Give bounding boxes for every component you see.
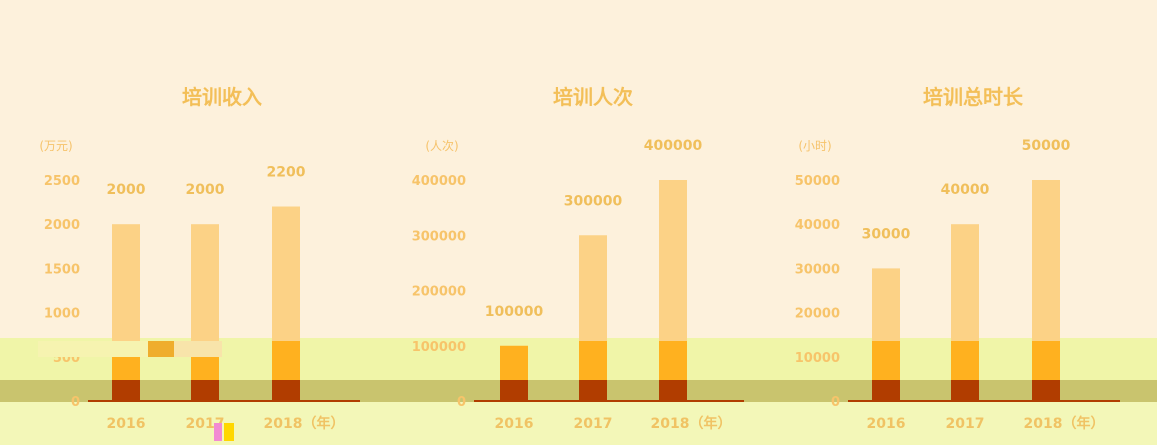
x-category-label: 2016 (867, 416, 906, 432)
bar-segment (659, 380, 687, 401)
x-category-label: 2016 (495, 416, 534, 432)
y-tick-label: 2500 (44, 174, 80, 189)
chart-2: 培训人次 (人次) 0 100000 200000 300000 400000 100000 2… (412, 85, 744, 432)
bar-segment (272, 380, 300, 401)
y-tick-label: 2000 (44, 218, 80, 233)
bar-segment (272, 341, 300, 380)
bar (112, 224, 140, 401)
bar (191, 224, 219, 401)
y-tick-label: 0 (457, 395, 466, 410)
data-label: 400000 (644, 138, 703, 154)
background-band-bottom (0, 402, 1157, 445)
bar-segment (112, 224, 140, 341)
x-category-label: 2018（年） (1024, 415, 1105, 432)
bar-segment (951, 224, 979, 341)
chart-title: 培训人次 (553, 85, 633, 109)
x-category-label: 2017 (946, 416, 985, 432)
chart-title: 培训总时长 (923, 85, 1024, 109)
chart-3: 培训总时长 (小时) 0 10000 20000 30000 40000 50000 30000… (795, 85, 1120, 432)
data-label: 2000 (107, 182, 146, 198)
bar (951, 224, 979, 401)
x-category-label: 2018（年） (651, 415, 732, 432)
decorative-marker (214, 421, 236, 443)
bar (579, 235, 607, 401)
bar-segment (579, 341, 607, 380)
bar-segment (872, 268, 900, 341)
bar (659, 180, 687, 401)
chart-title: 培训收入 (182, 85, 262, 109)
bar-segment (659, 180, 687, 341)
bar (500, 345, 528, 401)
y-tick-label: 400000 (412, 174, 466, 189)
bar-segment (659, 341, 687, 380)
bar-segment (872, 380, 900, 401)
bar-segment (112, 380, 140, 401)
y-tick-label: 1500 (44, 262, 80, 277)
x-category-label: 2016 (107, 416, 146, 432)
bar-segment (500, 345, 528, 380)
bar-segment (272, 206, 300, 341)
decorative-marker-pink (214, 423, 222, 441)
bar-segment (872, 341, 900, 380)
bar-segment (951, 380, 979, 401)
bar-segment (500, 380, 528, 401)
decorative-strip (148, 341, 174, 357)
y-tick-label: 50000 (795, 174, 840, 189)
bar-segment (579, 380, 607, 401)
data-label: 2000 (186, 182, 225, 198)
y-axis-unit-label: (人次) (425, 139, 458, 153)
y-tick-label: 1000 (44, 307, 80, 322)
bar-segment (951, 341, 979, 380)
bar (272, 206, 300, 401)
bar (872, 268, 900, 401)
y-tick-label: 40000 (795, 218, 840, 233)
data-label: 2200 (267, 165, 306, 181)
y-tick-label: 0 (71, 395, 80, 410)
x-category-label: 2018（年） (264, 415, 345, 432)
decorative-glyph (223, 342, 255, 360)
data-label: 300000 (564, 193, 623, 209)
decorative-strip (174, 341, 222, 357)
y-tick-label: 200000 (412, 285, 466, 300)
y-tick-label: 30000 (795, 262, 840, 277)
decorative-marker-yellow (224, 423, 234, 441)
bar-segment (579, 235, 607, 341)
bar-segment (1032, 180, 1060, 341)
bar-segment (191, 224, 219, 341)
x-category-label: 2017 (574, 416, 613, 432)
bar-segment (1032, 380, 1060, 401)
bar-segment (1032, 341, 1060, 380)
y-tick-label: 0 (831, 395, 840, 410)
y-tick-label: 100000 (412, 340, 466, 355)
y-axis-unit-label: (小时) (798, 139, 831, 153)
bar-segment (191, 380, 219, 401)
chart-1: 培训收入(万元)05001000150020002500200020162000… (39, 85, 360, 432)
bar (1032, 180, 1060, 401)
y-tick-label: 10000 (795, 351, 840, 366)
y-tick-label: 300000 (412, 229, 466, 244)
data-label: 40000 (941, 182, 990, 198)
y-tick-label: 20000 (795, 307, 840, 322)
data-label: 30000 (862, 226, 911, 242)
data-label: 100000 (485, 304, 544, 320)
y-axis-unit-label: (万元) (39, 139, 72, 153)
data-label: 50000 (1022, 138, 1071, 154)
decorative-strip (38, 341, 148, 357)
